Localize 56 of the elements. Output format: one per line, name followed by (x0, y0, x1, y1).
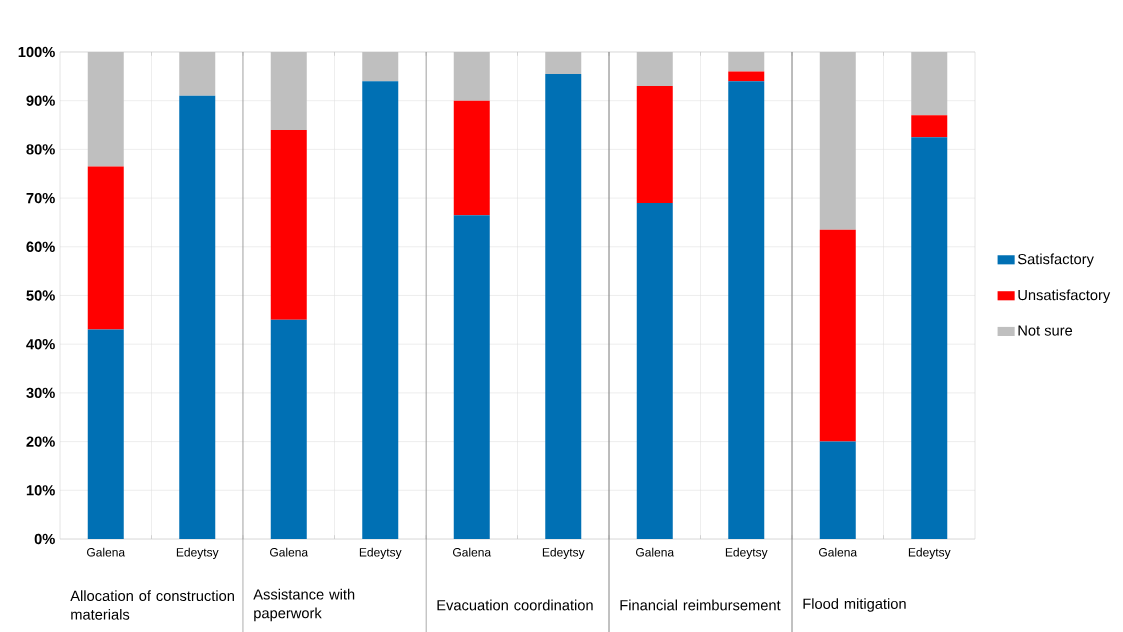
text: Flood mitigation (803, 598, 906, 612)
bar (819, 441, 856, 539)
bar (87, 52, 124, 167)
bar (636, 52, 673, 87)
x-tick-label: Galena (87, 547, 126, 557)
bar (87, 166, 124, 330)
bar (453, 52, 490, 101)
bar (179, 52, 216, 96)
bar (819, 52, 856, 230)
legend-label: Not sure (1018, 325, 1073, 336)
y-tick-label: 0% (34, 533, 55, 545)
bar (911, 137, 948, 539)
bar (362, 81, 399, 539)
y-tick-label: 60% (26, 241, 55, 252)
text: Financial reimbursement (620, 599, 781, 611)
y-tick-label: 100% (18, 46, 55, 58)
y-tick-label: 80% (26, 144, 55, 155)
bar (453, 100, 490, 216)
x-tick-label: Galena (453, 547, 492, 557)
bar (728, 71, 765, 82)
x-tick-label: Galena (819, 547, 858, 557)
x-tick-label: Edeytsy (908, 547, 951, 559)
bar (636, 202, 673, 539)
bar (819, 229, 856, 442)
y-tick-label: 50% (26, 290, 55, 301)
y-tick-label: 30% (26, 387, 55, 399)
x-tick-label: Edeytsy (176, 547, 219, 559)
y-tick-label: 20% (26, 436, 55, 447)
bar (270, 319, 307, 539)
bar (87, 329, 124, 539)
bar (270, 52, 307, 130)
bar (362, 52, 399, 82)
y-tick-label: 90% (26, 95, 55, 106)
text: Evacuation coordination (437, 599, 593, 611)
x-tick-label: Edeytsy (725, 547, 768, 559)
bar (545, 52, 582, 74)
y-tick-label: 10% (26, 485, 55, 496)
bar (270, 129, 307, 320)
x-tick-label: Galena (636, 547, 675, 557)
y-tick-label: 40% (26, 339, 55, 350)
bar (179, 95, 216, 539)
bar (453, 215, 490, 539)
x-tick-label: Edeytsy (542, 547, 585, 559)
bar (728, 81, 765, 539)
bar (728, 52, 765, 72)
legend-label: Satisfactory (1017, 253, 1094, 268)
y-tick-label: 70% (26, 192, 55, 204)
text: Allocation of construction materials (70, 590, 234, 620)
bar (636, 86, 673, 203)
x-tick-label: Galena (270, 547, 309, 557)
bar (911, 115, 948, 138)
bar (545, 73, 582, 539)
text: Assistance with paperwork (253, 588, 355, 622)
x-tick-label: Edeytsy (359, 547, 402, 559)
bar (911, 52, 948, 116)
legend-label: Unsatisfactory (1018, 289, 1111, 304)
